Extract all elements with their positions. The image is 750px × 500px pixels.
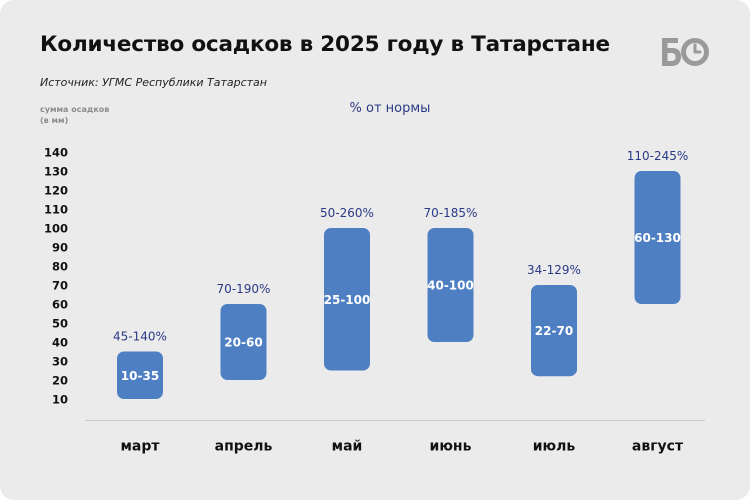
y-tick-label: 120 — [44, 184, 68, 198]
y-axis-title: сумма осадков (в мм) — [40, 104, 150, 126]
range-value-label: 40-100 — [427, 279, 474, 293]
range-bar — [531, 285, 577, 377]
range-value-label: 60-130 — [634, 231, 681, 245]
percent-series-title: % от нормы — [349, 101, 431, 116]
x-axis: март апрель май июнь июль август — [120, 439, 683, 455]
y-tick-label: 140 — [44, 146, 68, 160]
range-value-label: 20-60 — [224, 336, 262, 350]
range-bar — [324, 228, 370, 371]
y-tick-label: 40 — [52, 336, 68, 350]
y-tick-label: 90 — [52, 241, 68, 255]
y-tick-label: 60 — [52, 298, 68, 312]
chart-title: Количество осадков в 2025 году в Татарст… — [40, 32, 610, 57]
percent-of-norm-label: 34-129% — [527, 263, 581, 277]
y-tick-label: 30 — [52, 355, 68, 369]
percent-of-norm-label: 45-140% — [113, 330, 167, 344]
y-tick-label: 110 — [44, 203, 68, 217]
range-bar — [634, 171, 681, 304]
y-tick-label: 20 — [52, 374, 68, 388]
x-tick-label: май — [332, 439, 363, 455]
y-tick-label: 80 — [52, 260, 68, 274]
x-tick-label: апрель — [215, 439, 273, 455]
percent-of-norm-label: 50-260% — [320, 206, 374, 220]
range-value-label: 22-70 — [535, 324, 573, 338]
range-value-label: 10-35 — [121, 369, 159, 383]
x-tick-label: март — [120, 439, 160, 455]
bo-logo-icon — [662, 38, 709, 66]
y-tick-label: 50 — [52, 317, 68, 331]
percent-of-norm-label: 70-185% — [424, 206, 478, 220]
y-tick-label: 70 — [52, 279, 68, 293]
range-bar — [117, 351, 163, 399]
y-tick-label: 100 — [44, 222, 68, 236]
y-tick-label: 130 — [44, 165, 68, 179]
percent-of-norm-label: 70-190% — [217, 282, 271, 296]
y-axis-title-line-2: (в мм) — [40, 116, 69, 125]
range-value-label: 25-100 — [324, 293, 371, 307]
range-bar — [427, 228, 474, 342]
range-bar — [220, 304, 267, 380]
y-axis: 10 20 30 40 50 60 70 80 90 100 110 120 130 140 — [44, 146, 68, 407]
x-tick-label: август — [632, 439, 684, 455]
percent-of-norm-label: 110-245% — [627, 149, 689, 163]
y-axis-title-line-1: сумма осадков — [40, 105, 110, 114]
bars: 10-35 45-140% 20-60 70-190% 25-100 50-260% 40-… — [113, 149, 688, 399]
y-tick-label: 10 — [52, 393, 68, 407]
source-note: Источник: УГМС Республики Татарстан — [40, 76, 267, 89]
x-tick-label: июнь — [430, 439, 472, 455]
x-tick-label: июль — [533, 439, 576, 455]
